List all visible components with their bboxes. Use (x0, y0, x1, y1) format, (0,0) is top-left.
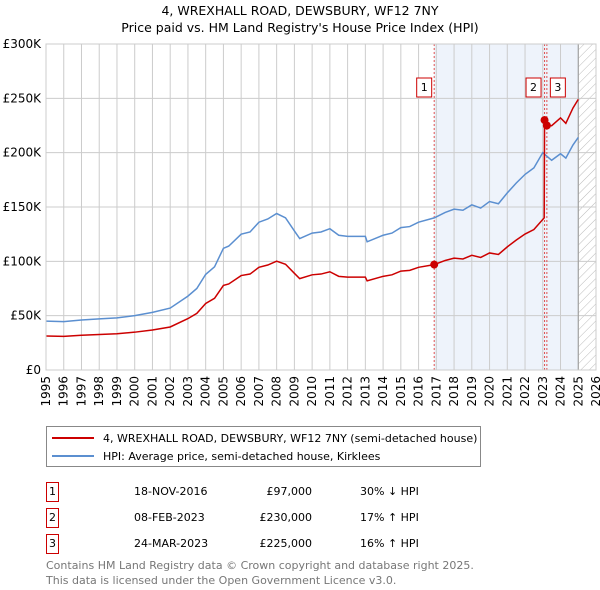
sale-date: 08-FEB-2023 (134, 511, 205, 524)
x-tick-label: 2020 (483, 376, 497, 407)
x-tick-label: 2025 (571, 376, 585, 407)
legend-item-hpi: HPI: Average price, semi-detached house,… (52, 448, 477, 464)
x-tick-label: 2012 (341, 376, 355, 407)
legend-label: 4, WREXHALL ROAD, DEWSBURY, WF12 7NY (se… (103, 431, 478, 445)
x-tick-label: 2004 (199, 376, 213, 407)
legend-label: HPI: Average price, semi-detached house,… (103, 449, 381, 463)
x-tick-label: 1995 (39, 376, 53, 407)
legend-swatch-blue (52, 455, 94, 457)
y-tick-label: £200K (3, 146, 43, 160)
sale-label-number: 1 (421, 81, 428, 94)
sale-date: 18-NOV-2016 (134, 485, 208, 498)
x-tick-label: 2017 (429, 376, 443, 407)
legend-swatch-red (52, 437, 94, 439)
sale-label-box (549, 77, 566, 98)
x-tick-label: 2022 (518, 376, 532, 407)
sale-row: 2 08-FEB-2023 £230,000 17% ↑ HPI (46, 508, 600, 530)
y-tick-label: £250K (3, 91, 43, 105)
footer-copyright: Contains HM Land Registry data © Crown c… (46, 559, 474, 572)
x-tick-label: 2026 (589, 376, 600, 407)
x-tick-label: 2024 (554, 376, 568, 407)
chart-title: 4, WREXHALL ROAD, DEWSBURY, WF12 7NY (161, 3, 439, 18)
x-tick-label: 2018 (447, 376, 461, 407)
x-tick-label: 1997 (74, 376, 88, 407)
hpi-line (45, 137, 579, 323)
x-tick-label: 2010 (305, 376, 319, 407)
sale-price: £230,000 (259, 511, 313, 524)
chart-subtitle: Price paid vs. HM Land Registry's House … (121, 20, 479, 35)
sale-hpi-diff: 17% ↑ HPI (360, 511, 419, 524)
plot-border (45, 43, 597, 371)
sale-number: 2 (46, 508, 59, 528)
sale-date: 24-MAR-2023 (134, 537, 209, 550)
sale-number: 1 (46, 482, 59, 502)
sale-row: 3 24-MAR-2023 £225,000 16% ↑ HPI (46, 534, 600, 556)
x-tick-label: 2019 (465, 376, 479, 407)
x-tick-label: 1999 (110, 376, 124, 407)
x-tick-label: 2014 (376, 376, 390, 407)
legend: 4, WREXHALL ROAD, DEWSBURY, WF12 7NY (se… (46, 426, 482, 467)
sale-label-box (525, 77, 542, 98)
x-tick-label: 2023 (536, 376, 550, 407)
sale-label-number: 3 (554, 81, 561, 94)
sale-label-box (416, 77, 433, 98)
x-tick-label: 2003 (181, 376, 195, 407)
y-tick-label: £50K (10, 309, 42, 323)
x-tick-label: 2016 (412, 376, 426, 407)
x-tick-label: 2001 (145, 376, 159, 407)
x-tick-label: 2005 (216, 376, 230, 407)
y-tick-label: £300K (3, 37, 43, 51)
x-tick-label: 1998 (92, 376, 106, 407)
sale-point (430, 260, 439, 269)
y-tick-label: £150K (3, 200, 43, 214)
sale-number: 3 (46, 534, 59, 554)
sale-price: £97,000 (266, 485, 313, 498)
x-tick-label: 2006 (234, 376, 248, 407)
x-tick-label: 2007 (252, 376, 266, 407)
sale-price: £225,000 (259, 537, 313, 550)
sale-hpi-diff: 16% ↑ HPI (360, 537, 419, 550)
y-tick-label: £0 (26, 363, 41, 377)
x-tick-label: 2008 (270, 376, 284, 407)
x-tick-label: 2021 (500, 376, 514, 407)
x-tick-label: 2011 (323, 376, 337, 407)
footer-licence: This data is licensed under the Open Gov… (46, 574, 397, 587)
price-chart: 1995 1996 1997 1998 1999 2000 2001 2002 2003 2004… (3, 37, 600, 407)
x-tick-label: 2009 (287, 376, 301, 407)
legend-item-property: 4, WREXHALL ROAD, DEWSBURY, WF12 7NY (se… (52, 430, 477, 446)
sale-point (542, 121, 551, 130)
sale-row: 1 18-NOV-2016 £97,000 30% ↓ HPI (46, 482, 600, 504)
sale-hpi-diff: 30% ↓ HPI (360, 485, 419, 498)
property-price-line (45, 99, 579, 338)
x-tick-label: 2013 (358, 376, 372, 407)
sale-label-number: 2 (530, 81, 537, 94)
x-tick-label: 2015 (394, 376, 408, 407)
x-tick-label: 2002 (163, 376, 177, 407)
x-tick-label: 1996 (57, 376, 71, 407)
y-tick-label: £100K (3, 254, 43, 268)
x-tick-label: 2000 (128, 376, 142, 407)
